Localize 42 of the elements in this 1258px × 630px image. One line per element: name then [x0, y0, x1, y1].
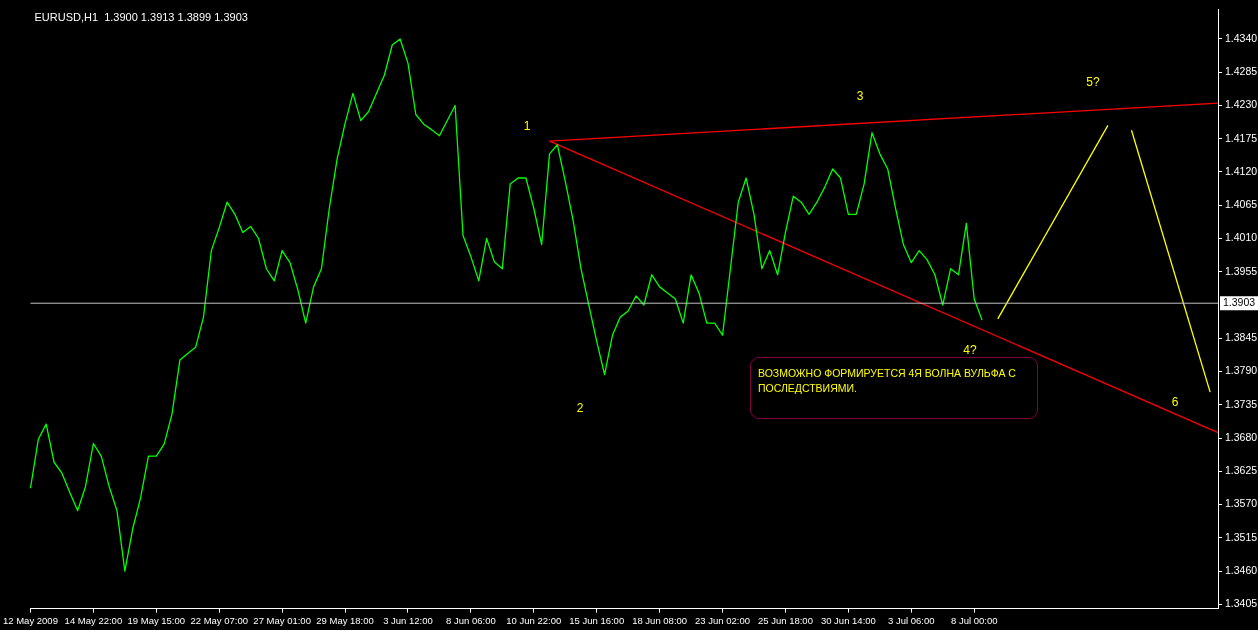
note-box: ВОЗМОЖНО ФОРМИРУЕТСЯ 4Я ВОЛНА ВУЛЬФА С ПОСЛЕДСТВИЯМИ. [750, 357, 1038, 419]
annotation: 2 [576, 401, 584, 415]
x-tick-label: 3 Jul 06:00 [888, 614, 935, 626]
y-tick-label: 1.4230 [1225, 98, 1258, 111]
y-tick-label: 1.3735 [1225, 397, 1258, 410]
x-tick-label: 25 Jun 18:00 [757, 614, 813, 626]
y-tick-label: 1.3790 [1225, 364, 1258, 377]
x-tick-label: 19 May 15:00 [127, 614, 186, 626]
chart-title: EURUSD,H1 1.3900 1.3913 1.3899 1.3903 [34, 10, 248, 23]
y-tick-label: 1.3570 [1225, 497, 1258, 510]
x-tick-label: 18 Jun 08:00 [632, 614, 688, 626]
x-tick-label: 30 Jun 14:00 [820, 614, 876, 626]
y-tick-label: 1.4340 [1225, 31, 1258, 44]
y-tick-label: 1.4010 [1225, 231, 1258, 244]
x-tick-label: 8 Jul 00:00 [950, 614, 998, 626]
x-tick-label: 27 May 01:00 [253, 614, 311, 626]
x-tick-label: 23 Jun 02:00 [695, 614, 751, 626]
y-tick-label: 1.3515 [1225, 530, 1258, 543]
y-tick-label: 1.3955 [1225, 264, 1258, 277]
y-tick-label: 1.3680 [1225, 430, 1258, 443]
annotation: 1 [523, 119, 531, 133]
x-tick-label: 22 May 07:00 [190, 614, 248, 626]
y-tick-label: 1.4175 [1225, 131, 1258, 144]
y-tick-label: 1.4285 [1225, 65, 1258, 78]
x-tick-label: 12 May 2009 [2, 614, 58, 626]
annotation: 6 [1171, 395, 1179, 409]
y-tick-label: 1.3845 [1225, 331, 1258, 344]
x-tick-label: 8 Jun 06:00 [446, 614, 496, 626]
annotation: 4? [963, 343, 977, 357]
x-tick-label: 29 May 18:00 [316, 614, 374, 626]
ref-line-label: 1.3903 [1223, 296, 1256, 309]
x-tick-label: 15 Jun 16:00 [569, 614, 625, 626]
annotation: 3 [856, 89, 864, 103]
y-tick-label: 1.3405 [1225, 597, 1258, 610]
x-tick-label: 10 Jun 22:00 [506, 614, 562, 626]
y-tick-label: 1.3460 [1225, 564, 1258, 576]
y-tick-label: 1.3625 [1225, 464, 1258, 477]
y-tick-label: 1.4065 [1225, 198, 1258, 211]
x-tick-label: 14 May 22:00 [64, 614, 123, 626]
annotation: 5? [1086, 75, 1100, 89]
x-tick-label: 3 Jun 12:00 [383, 614, 433, 626]
y-tick-label: 1.4120 [1225, 164, 1258, 177]
